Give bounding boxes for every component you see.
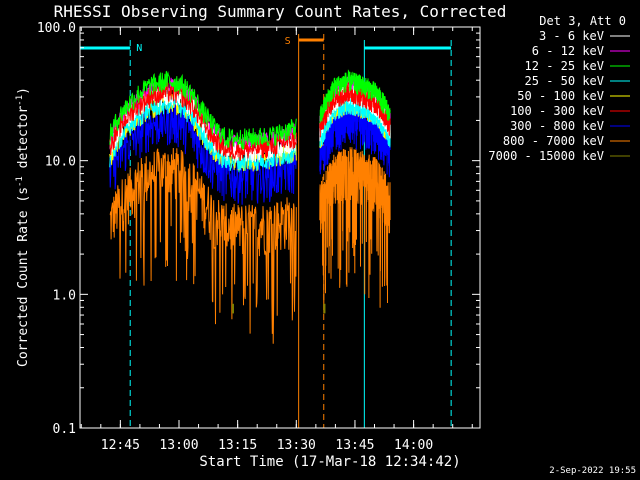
legend-entry-label: 3 - 6 keV [539, 29, 604, 43]
legend-entry-label: 50 - 100 keV [517, 89, 604, 103]
series-trace [109, 70, 297, 150]
legend-entry-label: 300 - 800 keV [510, 119, 604, 133]
x-tick-label: 14:00 [394, 438, 433, 453]
series-layer [109, 69, 391, 344]
x-axis-label: Start Time (17-Mar-18 12:34:42) [199, 454, 460, 470]
series-trace [319, 69, 391, 124]
y-axis-label-main: Corrected Count Rate (s [16, 187, 31, 367]
y-axis-label-mid: detector [16, 106, 31, 177]
y-tick-label: 100.0 [37, 21, 76, 36]
chart-title: RHESSI Observing Summary Count Rates, Co… [54, 2, 507, 21]
x-tick-label: 13:45 [335, 438, 374, 453]
y-tick-label: 0.1 [53, 422, 76, 437]
x-tick-label: 13:00 [159, 438, 198, 453]
x-tick-label: 12:45 [101, 438, 140, 453]
orbit-marker-layer [79, 34, 452, 428]
legend-entry-label: 100 - 300 keV [510, 104, 604, 118]
plot-frame [79, 26, 481, 429]
legend-title: Det 3, Att 0 [539, 14, 626, 28]
series-trace [109, 147, 297, 344]
x-tick-label: 13:30 [277, 438, 316, 453]
y-tick-label: 10.0 [45, 155, 76, 170]
tick-layer: 100.0 10.0 1.0 0.1 12:45 13:00 13:15 13:30 13:45… [37, 21, 480, 453]
y-axis-label: Corrected Count Rate (s-1 detector-1) [15, 87, 31, 367]
y-axis-label-end: ) [16, 87, 31, 95]
legend-entry-label: 6 - 12 keV [532, 44, 604, 58]
y-axis-label-sup2: -1 [15, 95, 25, 106]
saa-marker-label: S [285, 36, 291, 47]
series-trace [319, 82, 391, 138]
legend-entry-label: 25 - 50 keV [525, 74, 604, 88]
north-marker-label: N [136, 43, 142, 54]
legend-entry-label: 12 - 25 keV [525, 59, 604, 73]
y-axis-label-sup1: -1 [15, 176, 25, 187]
x-tick-label: 13:15 [218, 438, 257, 453]
generation-timestamp: 2-Sep-2022 19:55 [549, 466, 636, 476]
y-tick-label: 1.0 [53, 288, 76, 303]
series-trace [319, 147, 391, 314]
legend-entry-label: 7000 - 15000 keV [488, 149, 604, 163]
axes-layer [79, 26, 481, 429]
legend-entry-label: 800 - 7000 keV [503, 134, 604, 148]
series-trace [109, 101, 297, 205]
